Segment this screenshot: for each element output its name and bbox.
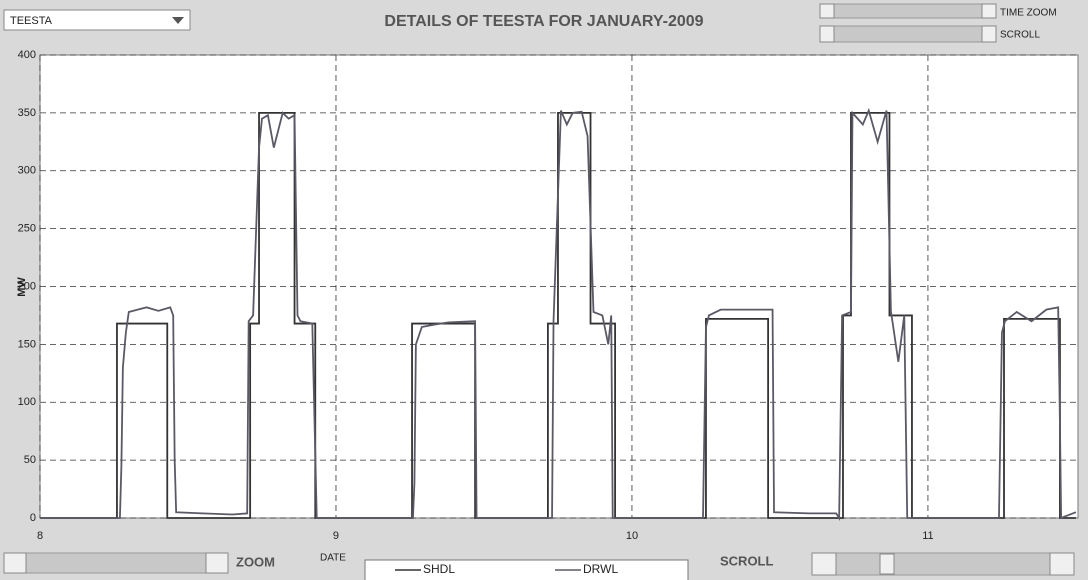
scroll-right-button[interactable] <box>981 3 997 19</box>
legend-label: SHDL <box>423 562 455 576</box>
series-line <box>40 107 1077 522</box>
x-tick-label: 8 <box>37 530 43 542</box>
bottom-scrollbar[interactable] <box>811 552 1075 576</box>
scroll-left-button[interactable] <box>819 25 835 43</box>
y-tick-label: 250 <box>18 223 36 235</box>
zoom-scrollbar[interactable] <box>3 552 229 574</box>
x-tick-label: 10 <box>626 530 638 542</box>
legend-label: DRWL <box>583 562 618 576</box>
scroll-left-button[interactable] <box>811 552 837 576</box>
top-scrollbar[interactable] <box>819 25 997 43</box>
legend <box>364 559 689 580</box>
scroll-right-button[interactable] <box>1049 552 1075 576</box>
dropdown-value: TEESTA <box>10 15 53 27</box>
time-zoom-label: TIME ZOOM <box>1000 8 1057 19</box>
y-tick-label: 300 <box>18 165 36 177</box>
time-zoom-scrollbar[interactable] <box>819 3 997 19</box>
scroll-label: SCROLL <box>1000 30 1040 41</box>
scroll-thumb[interactable] <box>879 553 895 575</box>
scroll-right-button[interactable] <box>205 552 229 574</box>
scroll-label: SCROLL <box>720 553 774 568</box>
y-tick-label: 0 <box>30 512 36 524</box>
x-axis-label: DATE <box>320 553 346 564</box>
zoom-label: ZOOM <box>236 554 275 569</box>
y-tick-label: 350 <box>18 107 36 119</box>
y-tick-label: 100 <box>18 396 36 408</box>
y-axis-label: MW <box>16 277 28 297</box>
scroll-left-button[interactable] <box>819 3 835 19</box>
y-tick-label: 150 <box>18 338 36 350</box>
y-tick-label: 50 <box>24 454 36 466</box>
y-tick-label: 200 <box>18 280 36 292</box>
scroll-left-button[interactable] <box>3 552 27 574</box>
x-tick-label: 11 <box>922 530 933 542</box>
chart-title: DETAILS OF TEESTA FOR JANUARY-2009 <box>384 13 703 30</box>
scroll-right-button[interactable] <box>981 25 997 43</box>
dropdown-arrow <box>172 17 184 24</box>
y-tick-label: 400 <box>18 49 36 61</box>
dropdown[interactable] <box>3 9 191 31</box>
x-tick-label: 9 <box>333 530 339 542</box>
